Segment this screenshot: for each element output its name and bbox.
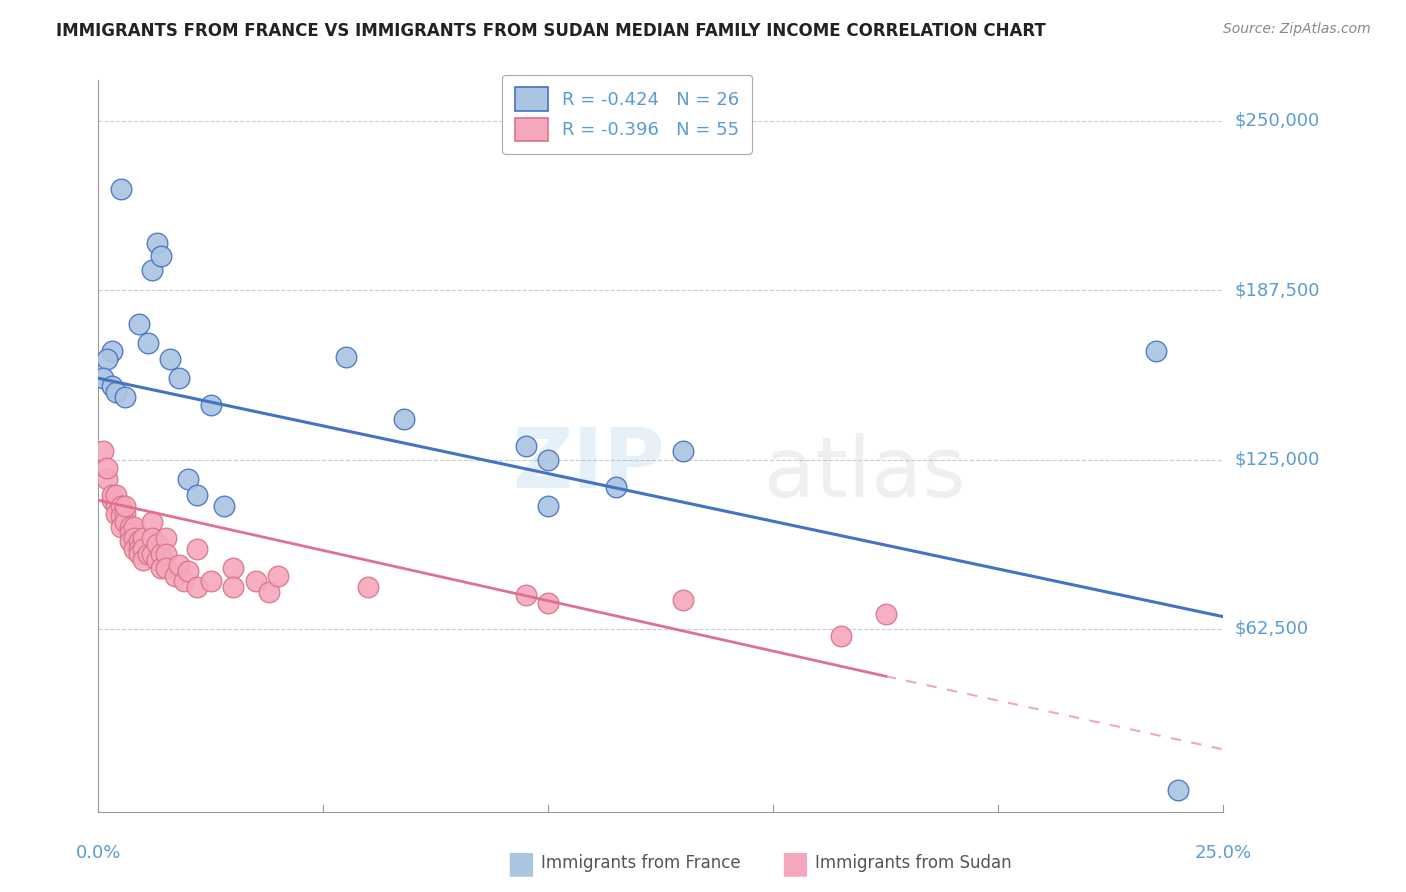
Point bbox=[128, 317, 150, 331]
Point bbox=[186, 488, 208, 502]
Point bbox=[259, 585, 281, 599]
Point bbox=[200, 398, 222, 412]
Point bbox=[672, 593, 695, 607]
Point bbox=[146, 235, 169, 250]
Point bbox=[141, 263, 163, 277]
Point bbox=[875, 607, 897, 621]
Point bbox=[132, 541, 155, 556]
Point bbox=[214, 499, 236, 513]
Point bbox=[91, 371, 114, 385]
Point bbox=[267, 569, 290, 583]
Point bbox=[128, 541, 150, 556]
Point bbox=[163, 569, 186, 583]
Point bbox=[114, 390, 136, 404]
Point bbox=[605, 480, 627, 494]
Point bbox=[101, 488, 124, 502]
Point bbox=[394, 412, 416, 426]
Point bbox=[132, 531, 155, 545]
Point bbox=[1144, 344, 1167, 359]
Point bbox=[101, 379, 124, 393]
Point bbox=[177, 471, 200, 485]
Point bbox=[105, 499, 128, 513]
Point bbox=[110, 499, 132, 513]
Text: IMMIGRANTS FROM FRANCE VS IMMIGRANTS FROM SUDAN MEDIAN FAMILY INCOME CORRELATION: IMMIGRANTS FROM FRANCE VS IMMIGRANTS FRO… bbox=[56, 22, 1046, 40]
Point bbox=[515, 439, 537, 453]
Point bbox=[672, 444, 695, 458]
Point bbox=[150, 249, 173, 263]
Point bbox=[114, 499, 136, 513]
Point bbox=[110, 509, 132, 524]
Point bbox=[186, 541, 208, 556]
Text: 0.0%: 0.0% bbox=[76, 844, 121, 863]
Point bbox=[186, 580, 208, 594]
Point bbox=[91, 444, 114, 458]
Point bbox=[169, 558, 191, 573]
Point bbox=[537, 499, 560, 513]
Point bbox=[105, 488, 128, 502]
Point bbox=[141, 531, 163, 545]
Text: $187,500: $187,500 bbox=[1234, 281, 1320, 299]
Text: ZIP: ZIP bbox=[512, 425, 665, 506]
Point bbox=[96, 460, 118, 475]
Point bbox=[537, 596, 560, 610]
Point bbox=[146, 553, 169, 567]
Point bbox=[128, 533, 150, 548]
Point bbox=[110, 181, 132, 195]
Point bbox=[128, 547, 150, 561]
Point bbox=[118, 525, 141, 540]
Point bbox=[105, 384, 128, 399]
Text: ■: ■ bbox=[780, 849, 808, 878]
Point bbox=[118, 520, 141, 534]
Point bbox=[150, 547, 173, 561]
Point bbox=[105, 507, 128, 521]
Point bbox=[515, 588, 537, 602]
Text: Immigrants from France: Immigrants from France bbox=[541, 855, 741, 872]
Point bbox=[537, 452, 560, 467]
Point bbox=[124, 541, 146, 556]
Point bbox=[159, 352, 181, 367]
Point bbox=[146, 536, 169, 550]
Point bbox=[124, 520, 146, 534]
Legend: R = -0.424   N = 26, R = -0.396   N = 55: R = -0.424 N = 26, R = -0.396 N = 55 bbox=[502, 75, 752, 153]
Point bbox=[245, 574, 267, 589]
Point bbox=[101, 344, 124, 359]
Text: 25.0%: 25.0% bbox=[1195, 844, 1251, 863]
Point bbox=[101, 493, 124, 508]
Point bbox=[222, 580, 245, 594]
Point bbox=[96, 471, 118, 485]
Point bbox=[141, 515, 163, 529]
Point bbox=[335, 350, 357, 364]
Point bbox=[118, 533, 141, 548]
Point bbox=[177, 564, 200, 578]
Point bbox=[222, 561, 245, 575]
Point bbox=[132, 553, 155, 567]
Text: atlas: atlas bbox=[765, 433, 966, 514]
Point bbox=[200, 574, 222, 589]
Text: $62,500: $62,500 bbox=[1234, 620, 1309, 638]
Point bbox=[155, 531, 177, 545]
Point bbox=[96, 352, 118, 367]
Text: Source: ZipAtlas.com: Source: ZipAtlas.com bbox=[1223, 22, 1371, 37]
Point bbox=[124, 531, 146, 545]
Text: Immigrants from Sudan: Immigrants from Sudan bbox=[815, 855, 1012, 872]
Point bbox=[155, 561, 177, 575]
Point bbox=[357, 580, 380, 594]
Point bbox=[155, 547, 177, 561]
Point bbox=[169, 371, 191, 385]
Point bbox=[136, 547, 159, 561]
Text: $125,000: $125,000 bbox=[1234, 450, 1320, 468]
Point bbox=[110, 520, 132, 534]
Point bbox=[114, 515, 136, 529]
Text: $250,000: $250,000 bbox=[1234, 112, 1320, 130]
Point bbox=[830, 629, 852, 643]
Point bbox=[150, 561, 173, 575]
Text: ■: ■ bbox=[506, 849, 534, 878]
Point bbox=[114, 507, 136, 521]
Point bbox=[1167, 783, 1189, 797]
Point bbox=[136, 336, 159, 351]
Point bbox=[173, 574, 195, 589]
Point bbox=[141, 547, 163, 561]
